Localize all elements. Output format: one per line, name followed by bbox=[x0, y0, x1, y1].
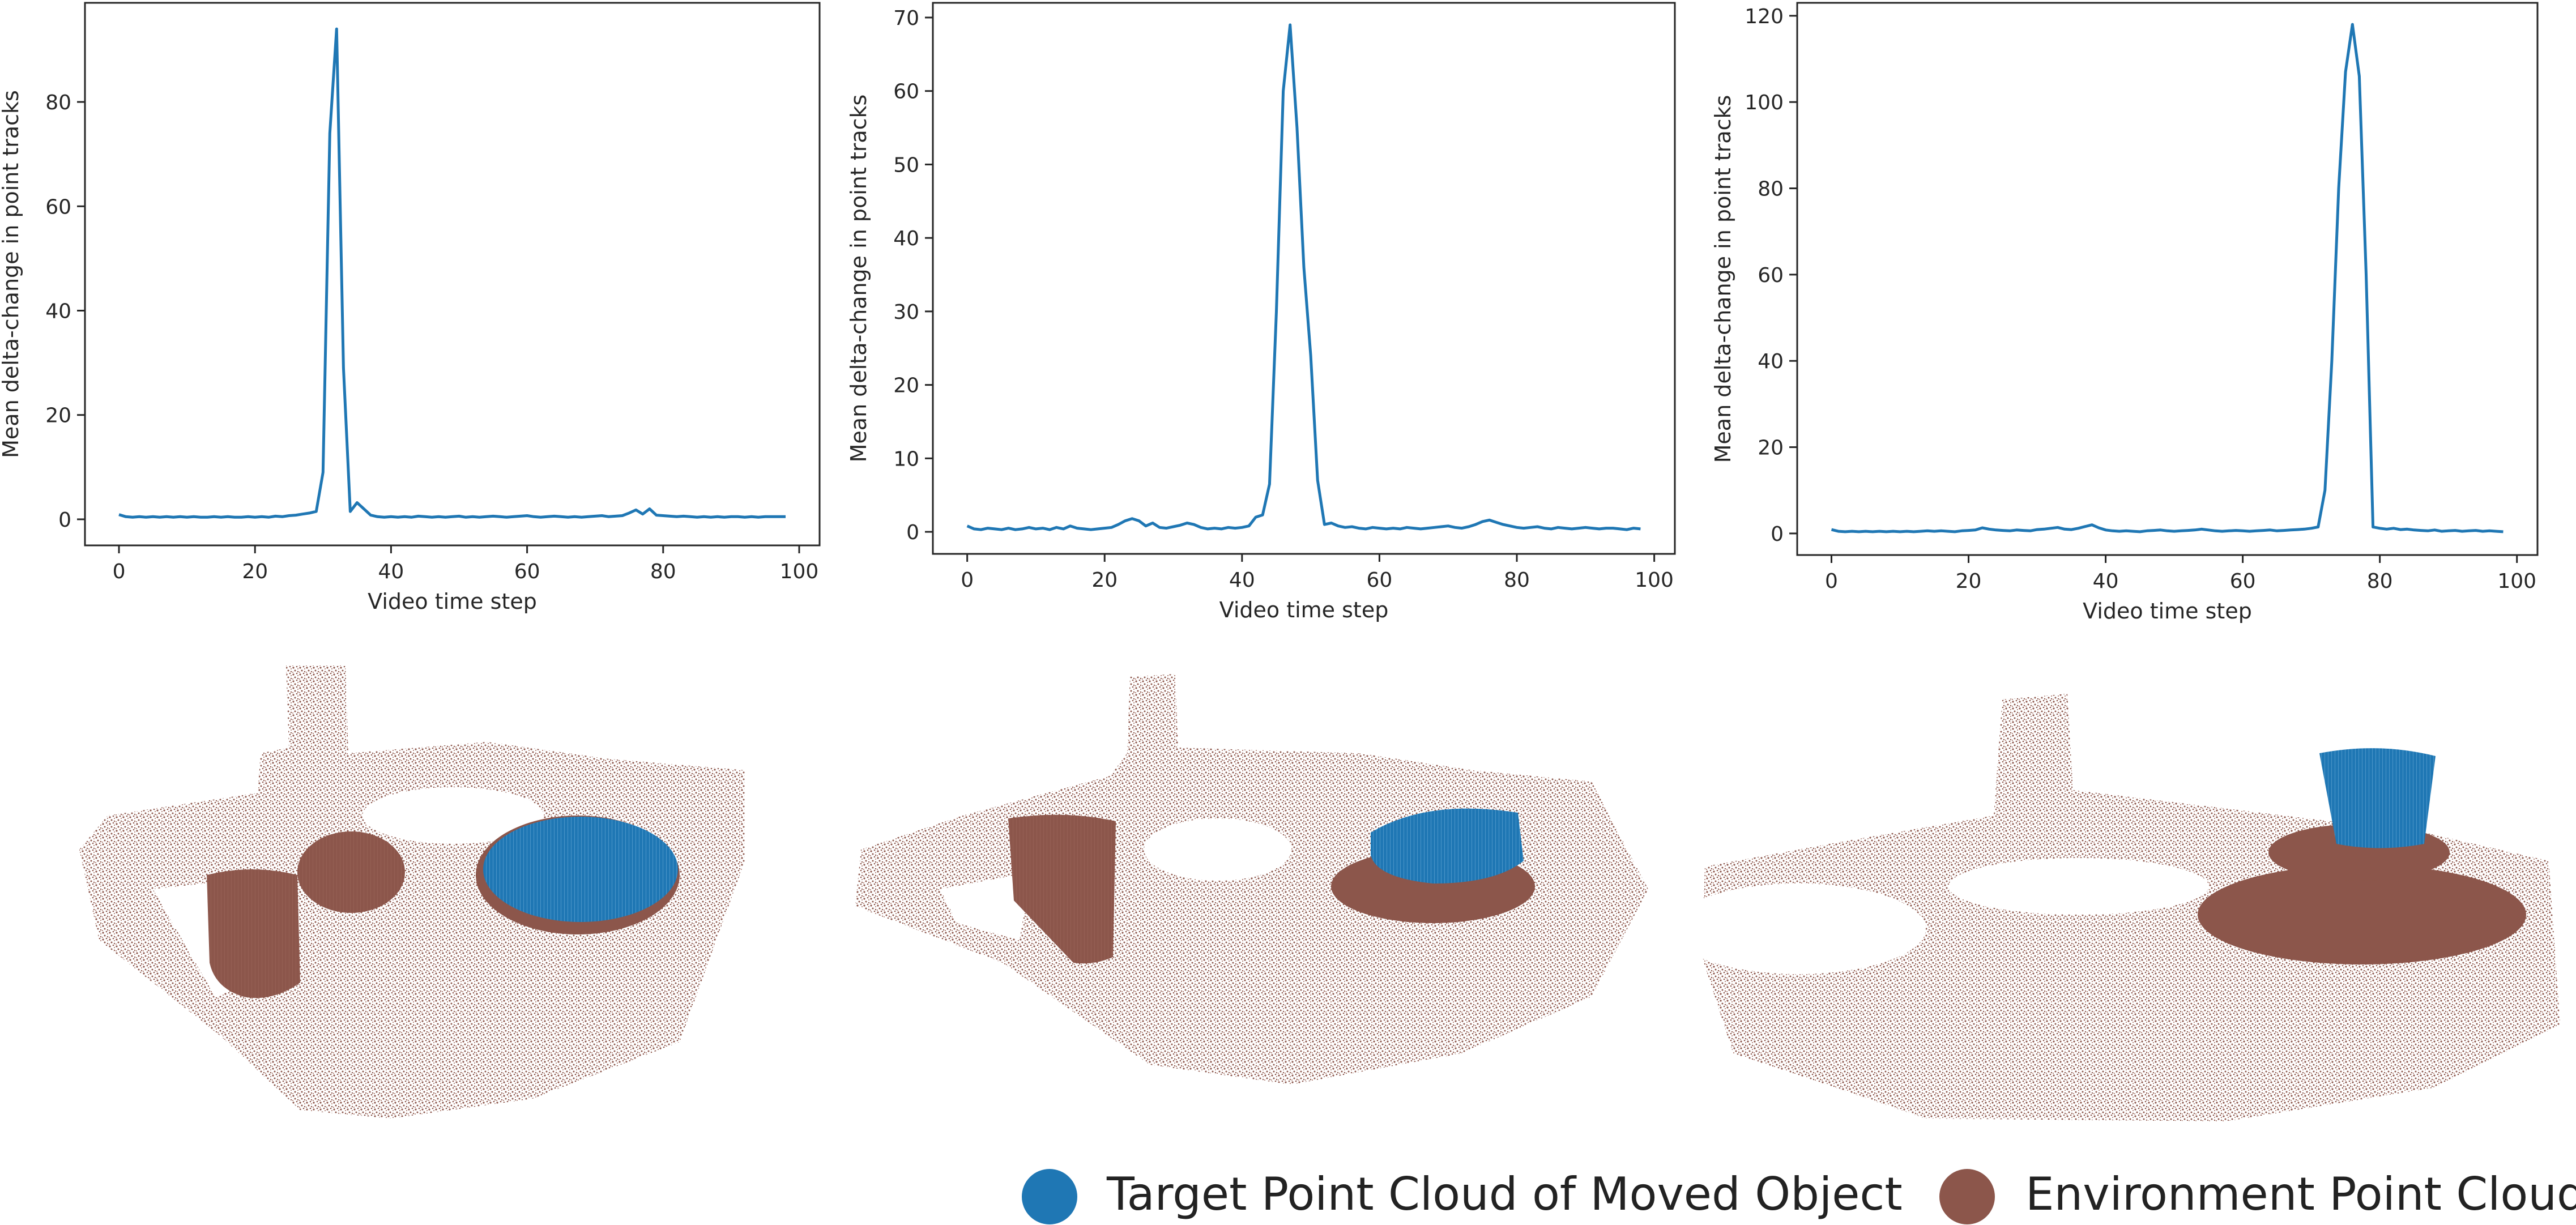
y-tick-label: 0 bbox=[1771, 523, 1784, 546]
point-cloud-scene-2 bbox=[855, 674, 1648, 1085]
plot-frame bbox=[1796, 2, 2539, 556]
y-tick-label: 40 bbox=[1758, 350, 1784, 373]
x-tick-label: 60 bbox=[2230, 570, 2256, 593]
x-tick-label: 20 bbox=[1091, 569, 1118, 592]
y-tick-label: 100 bbox=[1745, 91, 1784, 114]
y-tick-label: 60 bbox=[45, 195, 71, 219]
plot-frame bbox=[84, 2, 821, 547]
x-tick-label: 20 bbox=[242, 560, 268, 583]
x-tick-label: 80 bbox=[2367, 570, 2393, 593]
environment-surface-2 bbox=[855, 674, 1648, 1085]
legend-target-label: Target Point Cloud of Moved Object bbox=[1107, 1168, 1903, 1220]
y-tick-label: 60 bbox=[1758, 264, 1784, 287]
series-line bbox=[1831, 23, 2504, 533]
environment-hole-5 bbox=[1671, 883, 1926, 974]
y-tick-label: 60 bbox=[893, 80, 919, 104]
x-tick-label: 100 bbox=[780, 560, 819, 583]
y-tick-label: 40 bbox=[893, 227, 919, 250]
x-tick-label: 100 bbox=[1635, 569, 1674, 592]
target-object-1 bbox=[483, 817, 678, 922]
environment-surface-1 bbox=[79, 665, 745, 1119]
environment-bowl-1 bbox=[297, 831, 405, 913]
x-tick-label: 40 bbox=[378, 560, 404, 583]
y-axis-label: Mean delta-change in point tracks bbox=[1711, 95, 1735, 463]
point-cloud-scene-3 bbox=[1671, 694, 2560, 1121]
x-tick-label: 40 bbox=[2093, 570, 2119, 593]
chart-3: 0 20 40 60 80 100 0 20 40 60 80 100 120 Video time st… bbox=[1711, 2, 2539, 624]
environment-cup-1 bbox=[207, 869, 300, 998]
y-tick-label: 20 bbox=[893, 374, 919, 398]
environment-cup-2 bbox=[1008, 814, 1116, 964]
x-axis-label: Video time step bbox=[1219, 597, 1389, 622]
target-object-2 bbox=[1371, 808, 1524, 883]
x-axis-label: Video time step bbox=[2083, 599, 2252, 624]
chart-2: 0 20 40 60 80 100 0 10 20 30 40 50 60 70 Video time st… bbox=[846, 2, 1676, 622]
y-tick-label: 20 bbox=[1758, 437, 1784, 460]
y-axis-label: Mean delta-change in point tracks bbox=[0, 90, 23, 458]
environment-hole-1 bbox=[362, 787, 544, 844]
x-tick-label: 20 bbox=[1956, 570, 1982, 593]
y-tick-label: 0 bbox=[58, 509, 71, 532]
x-tick-label: 0 bbox=[1825, 570, 1838, 593]
x-tick-label: 0 bbox=[961, 569, 974, 592]
environment-plate-3 bbox=[2198, 865, 2526, 964]
plot-frame bbox=[932, 2, 1676, 555]
y-tick-label: 80 bbox=[1758, 178, 1784, 201]
y-tick-label: 40 bbox=[45, 300, 71, 323]
x-tick-label: 60 bbox=[514, 560, 540, 583]
target-object-3 bbox=[2319, 748, 2436, 848]
x-tick-label: 60 bbox=[1367, 569, 1393, 592]
series-line bbox=[118, 27, 786, 519]
environment-hole-4 bbox=[940, 872, 1031, 940]
legend-target-marker bbox=[1022, 1169, 1077, 1224]
legend-environment-label: Environment Point Cloud bbox=[2025, 1168, 2576, 1220]
legend-environment-marker bbox=[1939, 1169, 1995, 1224]
environment-hole-6 bbox=[1948, 858, 2209, 915]
y-axis-label: Mean delta-change in point tracks bbox=[846, 95, 871, 463]
y-tick-label: 30 bbox=[893, 301, 919, 324]
x-tick-label: 100 bbox=[2497, 570, 2536, 593]
legend-target: Target Point Cloud of Moved Object bbox=[1087, 1168, 1903, 1220]
y-tick-label: 0 bbox=[906, 521, 919, 544]
y-tick-label: 70 bbox=[893, 7, 919, 30]
y-tick-label: 20 bbox=[45, 404, 71, 428]
x-tick-label: 0 bbox=[113, 560, 126, 583]
legend-environment: Environment Point Cloud bbox=[2006, 1168, 2576, 1220]
series-line bbox=[966, 23, 1641, 531]
x-tick-label: 80 bbox=[1504, 569, 1530, 592]
chart-1: 0 20 40 60 80 100 0 20 40 60 80 Video time step Mean… bbox=[0, 2, 821, 614]
y-tick-label: 10 bbox=[893, 447, 919, 471]
point-cloud-scene-1 bbox=[79, 665, 745, 1119]
y-tick-label: 50 bbox=[893, 153, 919, 177]
environment-hole-3 bbox=[1144, 818, 1291, 881]
x-tick-label: 80 bbox=[650, 560, 676, 583]
y-tick-label: 80 bbox=[45, 91, 71, 114]
x-axis-label: Video time step bbox=[368, 589, 537, 614]
x-tick-label: 40 bbox=[1229, 569, 1255, 592]
y-tick-label: 120 bbox=[1745, 5, 1784, 28]
